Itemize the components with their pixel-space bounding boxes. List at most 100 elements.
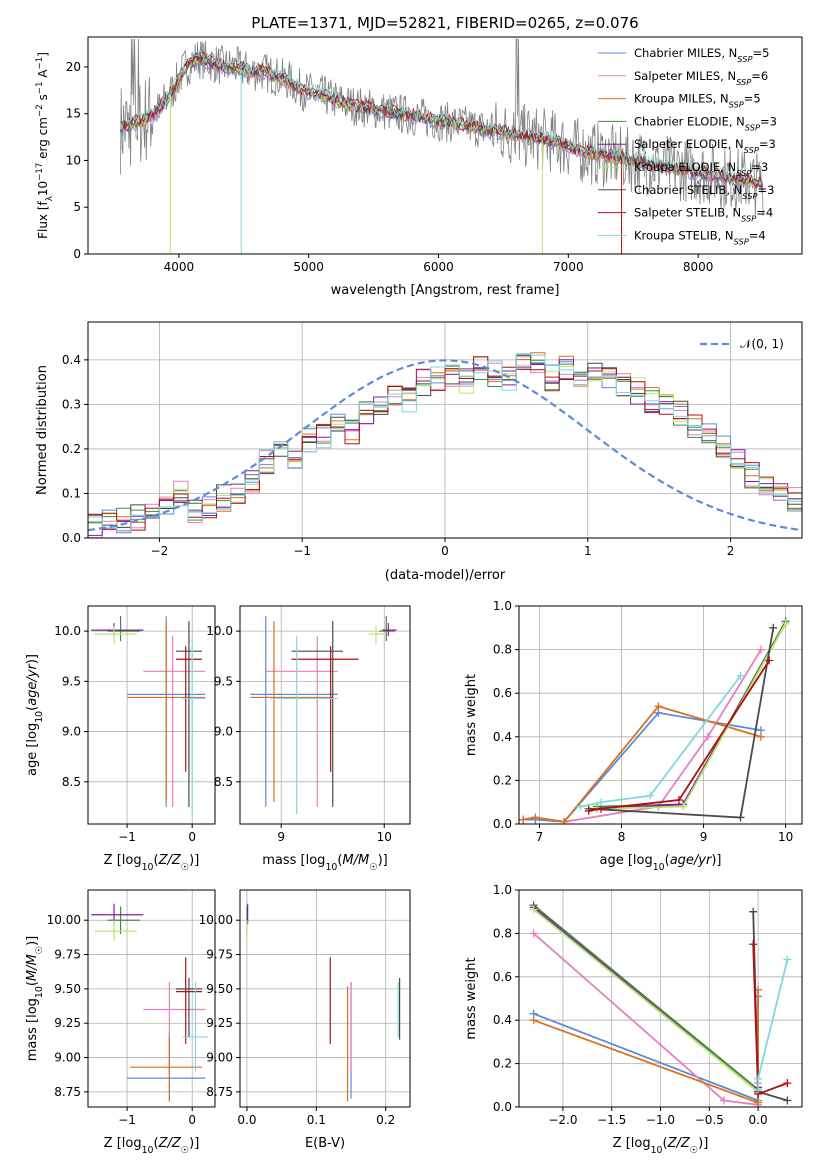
y-tick-label: 9.25 bbox=[206, 1016, 233, 1030]
y-tick-label: 0.6 bbox=[493, 686, 512, 700]
x-tick-label: 7 bbox=[536, 830, 544, 844]
series-marker bbox=[783, 1079, 792, 1088]
series-marker bbox=[584, 806, 593, 815]
x-tick-label: 0.1 bbox=[307, 1113, 326, 1127]
series-marker bbox=[679, 802, 688, 811]
x-tick-label: 1 bbox=[584, 544, 592, 558]
x-axis-label: mass [log10(M/M☉)] bbox=[262, 853, 388, 873]
histogram-2 bbox=[88, 352, 802, 531]
y-tick-label: 9.5 bbox=[62, 674, 81, 688]
legend-entry-part: SSP bbox=[741, 214, 756, 224]
axes-frame bbox=[87, 605, 216, 825]
x-axis-label: wavelength [Angstrom, rest frame] bbox=[331, 283, 560, 298]
x-axis-label-part: ( bbox=[663, 1136, 668, 1151]
legend-entry-part: SSP bbox=[736, 168, 751, 178]
y-axis-label-part: −2 bbox=[35, 104, 45, 117]
x-axis-label-part: mass [log bbox=[262, 853, 325, 868]
y-tick-label: 1.0 bbox=[493, 883, 512, 897]
y-tick-label: 15 bbox=[66, 107, 81, 121]
y-axis-label-part: ( bbox=[25, 706, 40, 711]
legend-entry-part: Salpeter STELIB, N bbox=[634, 206, 741, 220]
y-tick-label: 8.75 bbox=[54, 1085, 81, 1099]
y-axis-label-part: mass [log bbox=[25, 998, 40, 1061]
x-tick-label: 2 bbox=[727, 544, 735, 558]
legend-entry-part: SSP bbox=[737, 54, 752, 64]
y-axis-label: Flux [fλ10−17 erg cm−2 s−1 A−1] bbox=[35, 52, 55, 239]
legend-entry-part: Chabrier STELIB, N bbox=[634, 183, 742, 197]
series-marker bbox=[703, 732, 712, 741]
series-marker bbox=[560, 817, 569, 824]
legend-entry-part: Kroupa STELIB, N bbox=[634, 228, 734, 242]
x-axis-label-part: )] bbox=[378, 853, 388, 868]
axes-frame bbox=[87, 36, 803, 255]
x-axis-label: Z [log10(Z/Z☉)] bbox=[613, 1136, 709, 1156]
series-line-7 bbox=[588, 660, 770, 812]
series-marker bbox=[719, 1096, 728, 1105]
legend-entry-part: SSP bbox=[736, 77, 751, 87]
x-tick-label: 0.2 bbox=[376, 1113, 395, 1127]
plot-area bbox=[529, 901, 792, 1107]
plot-area bbox=[250, 616, 397, 814]
y-axis-label: Normed distribution bbox=[35, 365, 50, 495]
x-tick-label: −1 bbox=[293, 544, 311, 558]
x-axis-label-part: M/M bbox=[342, 853, 369, 868]
x-axis-label-part: 10 bbox=[651, 1145, 663, 1156]
x-axis-label-part: ( bbox=[154, 1136, 159, 1151]
x-tick-label: −2 bbox=[151, 544, 169, 558]
x-axis-label-part: Z/Z bbox=[158, 853, 182, 868]
x-axis-label-part: 10 bbox=[325, 862, 337, 873]
y-tick-label: 9.00 bbox=[206, 1051, 233, 1065]
y-axis-label-part: 10 bbox=[36, 181, 50, 196]
legend-entry-part: Salpeter ELODIE, N bbox=[634, 137, 744, 151]
legend-entry: Chabrier MILES, NSSP=5 bbox=[634, 46, 769, 64]
y-axis-label-part: 10 bbox=[34, 711, 45, 723]
x-tick-label: 0 bbox=[188, 830, 196, 844]
y-tick-label: 10.0 bbox=[54, 624, 81, 638]
y-axis-label: mass weight bbox=[464, 674, 479, 756]
histogram-8 bbox=[88, 353, 802, 531]
x-tick-label: 0.0 bbox=[749, 1113, 768, 1127]
legend-entry-part: Chabrier ELODIE, N bbox=[634, 114, 745, 128]
y-tick-label: 8.75 bbox=[206, 1085, 233, 1099]
series-marker bbox=[736, 813, 745, 822]
legend-entry-part: SSP bbox=[734, 236, 749, 246]
series-marker bbox=[754, 1098, 763, 1107]
x-tick-label: −1.5 bbox=[597, 1113, 626, 1127]
plot-area bbox=[88, 352, 802, 538]
normal-curve bbox=[88, 359, 802, 532]
y-axis-label-part: ( bbox=[25, 981, 40, 986]
x-axis-label: (data-model)/error bbox=[385, 568, 506, 583]
legend-entry-part: SSP bbox=[744, 145, 759, 155]
series-line-8 bbox=[580, 675, 742, 808]
legend-entry-part: =5 bbox=[752, 46, 769, 60]
y-axis-label-part: ] bbox=[36, 52, 50, 57]
plot-area bbox=[91, 903, 209, 1102]
x-axis-label-part: Z/Z bbox=[158, 1136, 182, 1151]
y-axis-label: mass [log10(M/M☉)] bbox=[25, 936, 45, 1062]
x-tick-label: 9 bbox=[700, 830, 708, 844]
y-axis-label-part: erg cm bbox=[36, 117, 50, 163]
series-marker bbox=[781, 619, 790, 628]
x-axis-label-part: ☉ bbox=[181, 862, 189, 873]
y-axis-label-part: A bbox=[36, 69, 50, 82]
plot-area bbox=[519, 617, 790, 824]
y-axis-label-part: −1 bbox=[35, 57, 45, 70]
y-tick-label: 0 bbox=[73, 247, 81, 261]
series-marker bbox=[783, 1096, 792, 1105]
y-tick-label: 9.75 bbox=[206, 948, 233, 962]
series-line-8 bbox=[757, 959, 789, 1090]
y-tick-label: 8.5 bbox=[214, 775, 233, 789]
x-axis-label-part: ☉ bbox=[690, 1145, 698, 1156]
series-line-0 bbox=[533, 996, 759, 1102]
series-marker bbox=[654, 702, 663, 711]
series-marker bbox=[519, 815, 528, 824]
y-tick-label: 0.6 bbox=[493, 970, 512, 984]
x-tick-label: 9 bbox=[277, 830, 285, 844]
panel-spectrum: 4000 5000 6000 7000 8000 0 5 10 15 20 wavelength [… bbox=[35, 36, 803, 298]
x-axis-label: E(B-V) bbox=[305, 1136, 345, 1151]
y-axis-label-part: age/yr bbox=[25, 662, 40, 705]
y-axis-label: age [log10(age/yr)] bbox=[25, 654, 45, 776]
